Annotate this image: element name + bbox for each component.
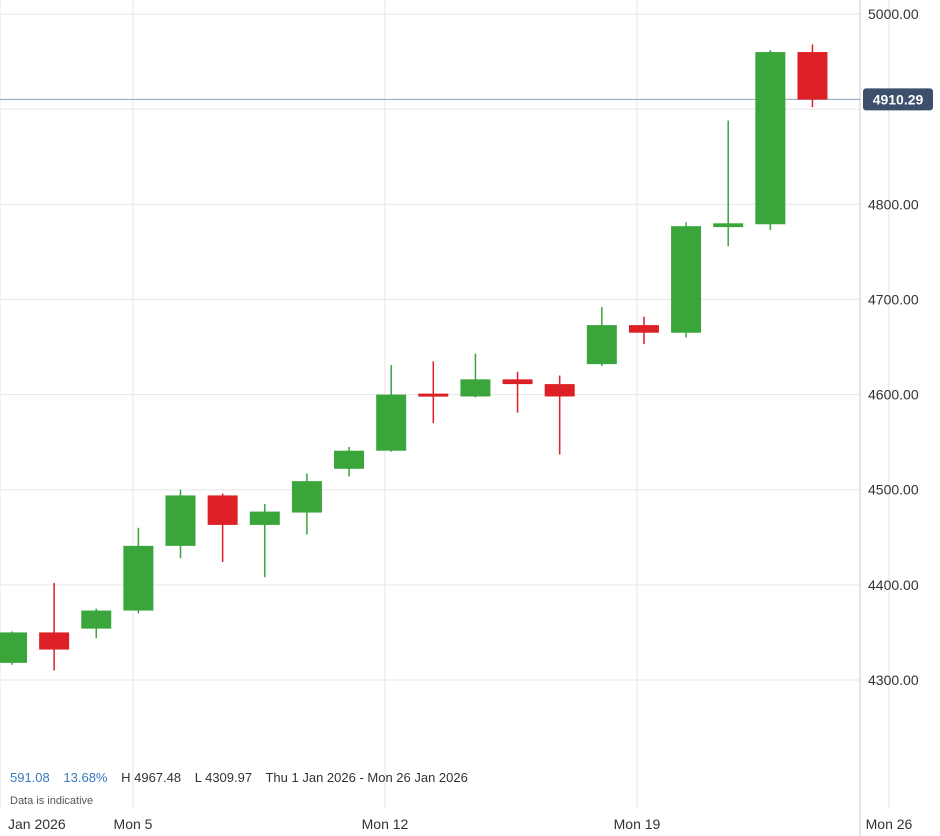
candle[interactable] <box>502 371 533 413</box>
candle-body <box>165 495 196 546</box>
x-tick-label: Mon 5 <box>114 816 153 832</box>
low-value: L 4309.97 <box>194 770 253 785</box>
candle-body <box>123 545 154 611</box>
y-tick-label: 4600.00 <box>868 387 919 403</box>
y-tick-label: 4300.00 <box>868 672 919 688</box>
y-tick-label: 4400.00 <box>868 577 919 593</box>
candle[interactable] <box>628 316 659 345</box>
candle-body <box>418 393 449 397</box>
candle[interactable] <box>671 222 702 338</box>
candle-body <box>249 511 280 525</box>
candle[interactable] <box>460 353 491 398</box>
y-tick-label: 5000.00 <box>868 6 919 22</box>
candle[interactable] <box>123 527 154 614</box>
candle[interactable] <box>755 50 786 230</box>
candle[interactable] <box>165 489 196 559</box>
indicative-note: Data is indicative <box>10 795 94 807</box>
y-axis: 5000.00 4800.00 4700.00 4600.00 4500.00 4400.… <box>868 6 919 688</box>
candle-body <box>713 223 744 228</box>
candle-body <box>502 379 533 385</box>
candles <box>0 44 828 671</box>
candle-body <box>797 52 828 100</box>
candle-body <box>586 325 617 365</box>
candle[interactable] <box>418 361 449 424</box>
y-tick-label: 4800.00 <box>868 196 919 212</box>
candle[interactable] <box>713 120 744 247</box>
change-percent: 13.68% <box>63 770 108 785</box>
candle-body <box>207 495 238 525</box>
candle-body <box>39 632 70 650</box>
candle-body <box>0 632 27 663</box>
candle[interactable] <box>0 631 27 665</box>
current-price-tag: 4910.29 <box>863 88 933 111</box>
candle[interactable] <box>81 608 112 639</box>
candle-body <box>81 610 112 629</box>
x-tick-label: Mon 12 <box>362 816 409 832</box>
candle[interactable] <box>249 503 280 578</box>
candle-body <box>376 394 407 451</box>
candle-body <box>755 52 786 225</box>
candle[interactable] <box>797 44 828 108</box>
x-tick-label: Mon 26 <box>866 816 913 832</box>
candle[interactable] <box>586 307 617 367</box>
candle-body <box>671 226 702 333</box>
price-tag-label: 4910.29 <box>873 91 924 107</box>
y-tick-label: 4500.00 <box>868 482 919 498</box>
x-tick-label: Mon 19 <box>614 816 661 832</box>
x-axis: Jan 2026 Mon 5 Mon 12 Mon 19 Mon 26 <box>8 816 913 832</box>
candle-body <box>291 481 322 513</box>
stats-bar: 591.08 13.68% H 4967.48 L 4309.97 Thu 1 … <box>10 770 478 788</box>
candle[interactable] <box>291 473 322 535</box>
price-tag-box <box>863 88 933 111</box>
x-tick-label: Jan 2026 <box>8 816 66 832</box>
candle[interactable] <box>39 582 70 671</box>
candle-body <box>628 325 659 333</box>
candle-body <box>544 384 575 397</box>
candle-body <box>460 379 491 397</box>
high-value: H 4967.48 <box>121 770 182 785</box>
candle[interactable] <box>207 493 238 563</box>
change-value: 591.08 <box>10 770 50 785</box>
candle-body <box>334 450 365 469</box>
candle[interactable] <box>376 365 407 452</box>
candle[interactable] <box>544 375 575 455</box>
y-tick-label: 4700.00 <box>868 291 919 307</box>
date-range: Thu 1 Jan 2026 - Mon 26 Jan 2026 <box>265 770 468 785</box>
candle[interactable] <box>334 446 365 477</box>
